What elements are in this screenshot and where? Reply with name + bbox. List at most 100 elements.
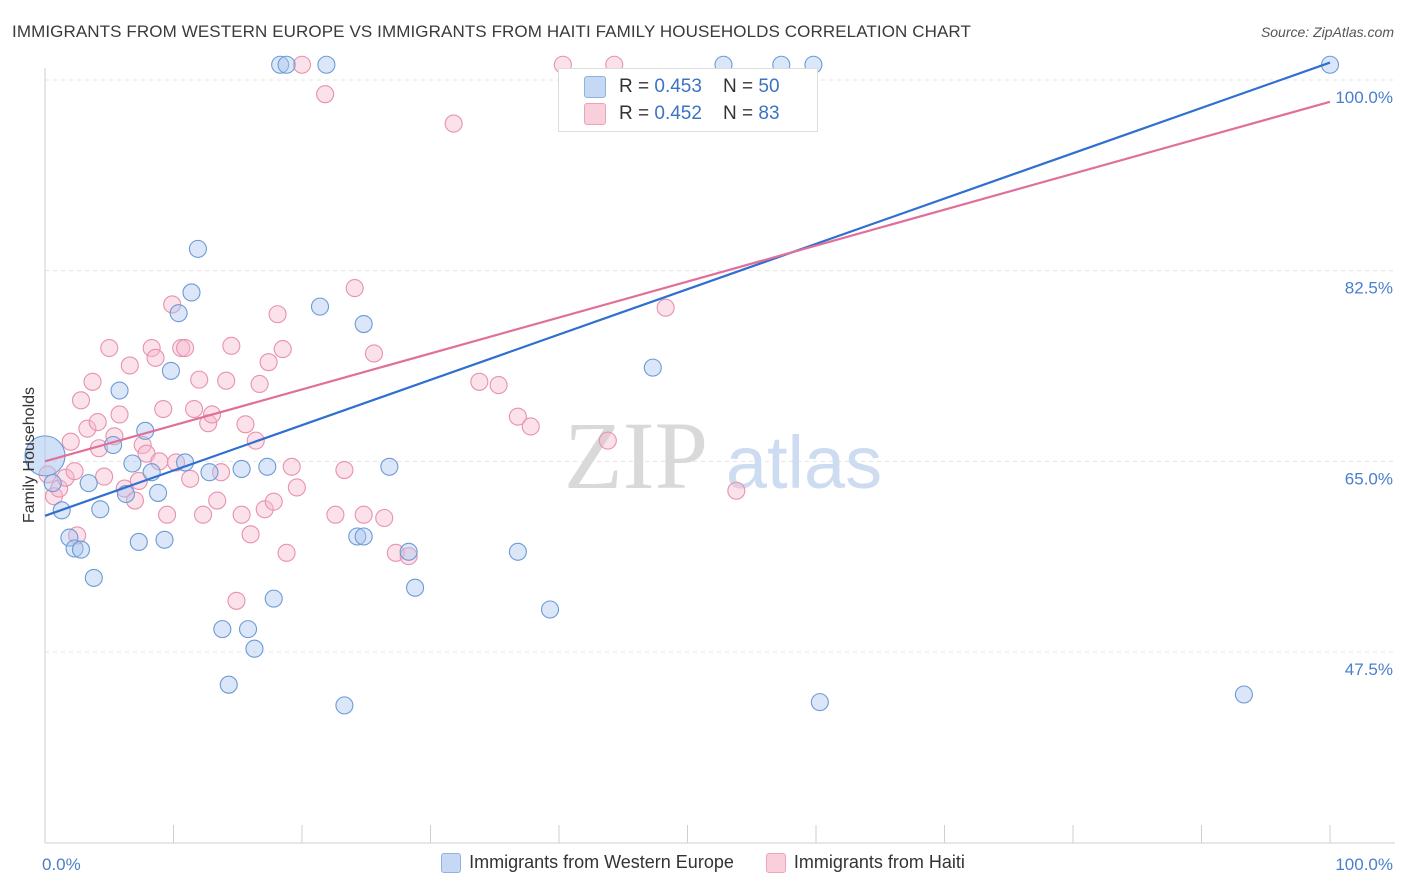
- pink-point-71: [598, 431, 617, 450]
- pink-point-42: [232, 505, 251, 524]
- blue-point-28: [245, 639, 264, 658]
- pink-point-17: [120, 356, 139, 375]
- stats-row-haiti: R = 0.452 N = 83: [584, 101, 780, 127]
- pink-point-25: [154, 399, 173, 419]
- blue-point-7: [84, 568, 103, 587]
- blue-point-31: [271, 55, 290, 74]
- pink-point-41: [227, 591, 246, 610]
- legend-item-haiti[interactable]: Immigrants from Haiti: [765, 852, 965, 873]
- pink-point-15: [110, 405, 129, 424]
- pink-point-13: [100, 338, 119, 358]
- blue-point-17: [155, 530, 174, 549]
- pink-point-31: [181, 469, 200, 488]
- pink-point-64: [399, 547, 418, 566]
- blue-point-13: [129, 532, 148, 552]
- pink-point-58: [335, 460, 354, 480]
- pink-point-50: [268, 305, 287, 324]
- blue-point-29: [258, 457, 277, 476]
- watermark: ZIP atlas: [564, 402, 882, 509]
- blue-point-48: [810, 693, 829, 712]
- blue-point-21: [182, 283, 201, 302]
- series-western-europe-points: [24, 55, 1340, 715]
- pink-point-33: [190, 370, 209, 389]
- pink-point-44: [241, 525, 260, 544]
- pink-point-53: [282, 457, 301, 476]
- gridlines: [45, 79, 1395, 653]
- pink-point-12: [95, 467, 114, 486]
- pink-point-68: [508, 407, 527, 426]
- blue-point-32: [277, 55, 296, 74]
- watermark-atlas: atlas: [726, 421, 882, 504]
- pink-point-29: [172, 338, 191, 358]
- stats-legend-box: R = 0.453 N = 50 R = 0.452 N = 83: [558, 68, 818, 132]
- pink-point-11: [88, 413, 107, 432]
- blue-point-40: [399, 542, 418, 561]
- pink-point-54: [287, 478, 306, 497]
- pink-point-26: [158, 505, 177, 524]
- pink-point-18: [125, 491, 144, 510]
- blue-point-34: [317, 55, 336, 74]
- blue-point-41: [406, 578, 425, 597]
- blue-point-27: [238, 620, 258, 639]
- pink-point-22: [142, 338, 161, 358]
- blue-point-5: [71, 540, 91, 559]
- blue-point-1: [43, 474, 62, 493]
- pink-point-37: [208, 491, 227, 510]
- x-tick-label-1: 100.0%: [1335, 855, 1393, 874]
- stats-text-haiti: R = 0.452 N = 83: [619, 103, 780, 124]
- stats-row-western-europe: R = 0.453 N = 50: [584, 74, 780, 100]
- y-tick-label-3: 100.0%: [1335, 88, 1393, 107]
- blue-point-42: [508, 542, 527, 561]
- pink-point-67: [489, 376, 508, 395]
- pink-point-69: [521, 417, 540, 436]
- blue-point-39: [354, 527, 373, 546]
- legend-label-western-europe: Immigrants from Western Europe: [469, 852, 734, 872]
- pink-point-73: [656, 298, 675, 317]
- axes: [44, 68, 1395, 844]
- pink-point-7: [71, 391, 91, 410]
- pink-point-48: [259, 353, 278, 372]
- blue-point-4: [65, 539, 84, 558]
- stats-swatch-pink: [584, 103, 606, 125]
- blue-point-8: [91, 500, 110, 519]
- legend-swatch-blue: [441, 852, 462, 873]
- blue-point-44: [643, 358, 662, 377]
- pink-point-32: [185, 399, 204, 419]
- blue-point-10: [110, 381, 129, 400]
- pink-point-30: [176, 338, 195, 358]
- trendlines: [44, 61, 1331, 517]
- x-tick-label-0: 0.0%: [42, 855, 81, 874]
- pink-point-43: [236, 415, 255, 434]
- pink-point-74: [727, 481, 746, 500]
- blue-point-3: [60, 528, 79, 547]
- pink-point-51: [273, 340, 292, 359]
- pink-point-46: [250, 374, 269, 394]
- blue-point-33: [310, 297, 330, 316]
- pink-point-52: [277, 543, 296, 562]
- pink-point-9: [83, 372, 102, 391]
- series-haiti-points: [38, 55, 746, 610]
- pink-point-62: [375, 508, 394, 528]
- stats-text-western-europe: R = 0.453 N = 50: [619, 76, 780, 97]
- blue-point-30: [264, 589, 283, 608]
- blue-point-25: [219, 675, 238, 694]
- blue-point-12: [123, 454, 142, 473]
- y-axis-label: Family Households: [21, 387, 38, 523]
- legend-item-western-europe[interactable]: Immigrants from Western Europe: [441, 852, 734, 873]
- trendline-western-europe: [44, 61, 1331, 517]
- blue-point-43: [540, 600, 560, 619]
- blue-point-6: [79, 474, 98, 493]
- blue-point-37: [354, 315, 373, 334]
- blue-point-36: [348, 527, 367, 546]
- blue-point-35: [335, 696, 354, 715]
- watermark-zip: ZIP: [564, 402, 708, 509]
- blue-point-24: [213, 620, 232, 639]
- pink-point-56: [316, 85, 335, 104]
- pink-point-34: [194, 505, 213, 524]
- stats-swatch-blue: [584, 76, 606, 98]
- pink-point-49: [264, 492, 283, 511]
- pink-point-65: [444, 114, 463, 133]
- pink-point-4: [61, 432, 80, 451]
- y-tick-label-2: 82.5%: [1345, 279, 1393, 298]
- y-tick-label-1: 65.0%: [1345, 469, 1393, 488]
